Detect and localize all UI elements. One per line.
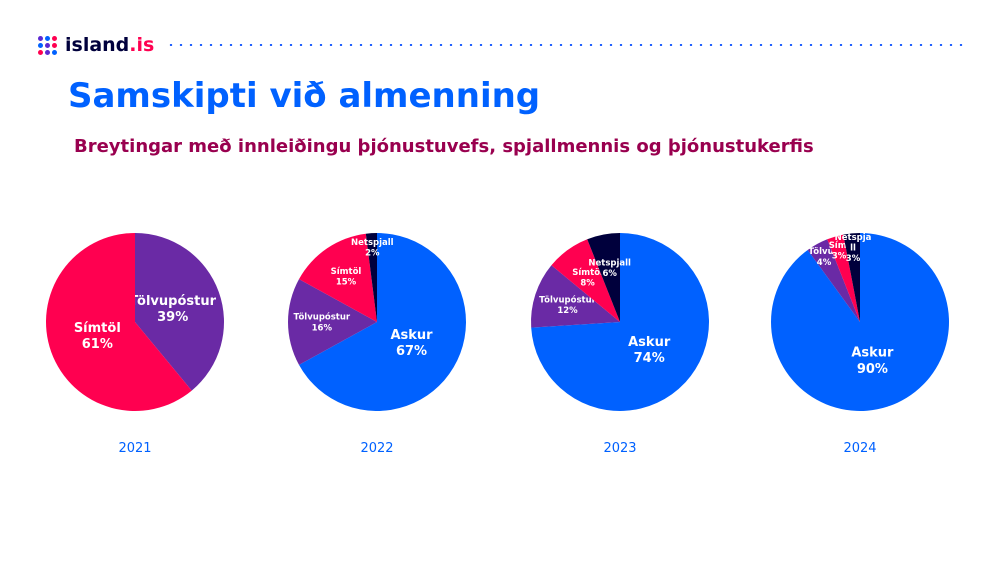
pie-slice-tolvupostur-2024 <box>807 239 860 322</box>
pie-slice-netspjall-2022 <box>365 233 377 322</box>
slice-label-netspjall-2024: ll <box>850 244 856 254</box>
slice-label-tolvupostur-2024: Tölvup <box>808 247 839 257</box>
pie-slice-netspjall-2024 <box>843 233 860 322</box>
slice-percent-askur-2022: 67% <box>396 344 427 359</box>
slice-percent-simtol-2021: 61% <box>82 337 113 352</box>
page-subtitle: Breytingar með innleiðingu þjónustuvefs,… <box>74 136 814 157</box>
slice-label-netspjall-2024: Netspja <box>835 233 872 243</box>
pie-slice-tolvupostur-2022 <box>287 279 377 365</box>
slice-percent-tolvupostur-2022: 16% <box>312 323 333 333</box>
pie-slice-askur-2022 <box>299 233 466 412</box>
slice-percent-tolvupostur-2023: 12% <box>557 306 578 316</box>
logo-dots-icon <box>38 35 57 55</box>
pie-slice-simtol-2022 <box>299 233 377 322</box>
slice-percent-tolvupostur-2021: 39% <box>157 310 188 325</box>
slice-label-simtol-2022: Símtöl <box>331 267 362 277</box>
pie-slice-simtol-2024 <box>827 234 860 322</box>
slice-label-askur-2022: Askur <box>390 328 433 343</box>
header-dotted-divider <box>166 44 966 46</box>
logo-suffix: .is <box>129 34 155 56</box>
slice-percent-netspjall-2023: 6% <box>602 269 617 279</box>
year-label-2024: 2024 <box>843 441 876 456</box>
pie-slice-simtol-2021 <box>46 233 192 411</box>
slice-percent-netspjall-2024: 3% <box>846 254 861 264</box>
slice-label-netspjall-2022: Netspjall <box>351 238 394 248</box>
slice-percent-simtol-2023: 8% <box>580 279 595 289</box>
year-label-2022: 2022 <box>360 441 393 456</box>
year-label-2021: 2021 <box>118 441 151 456</box>
slice-label-netspjall-2023: Netspjall <box>588 259 631 269</box>
pie-slice-netspjall-2023 <box>587 233 620 322</box>
slice-label-askur-2024: Askur <box>851 346 894 361</box>
slice-label-simtol-2024: Sími <box>829 241 850 251</box>
slice-label-askur-2023: Askur <box>628 335 671 350</box>
slice-percent-tolvupostur-2024: 4% <box>817 258 832 268</box>
logo-text: island <box>65 34 130 56</box>
pie-slice-tolvupostur-2023 <box>531 265 620 328</box>
year-label-2023: 2023 <box>603 441 636 456</box>
slice-label-tolvupostur-2023: Tölvupóstur <box>539 295 596 306</box>
slice-percent-simtol-2022: 15% <box>336 278 357 288</box>
pie-slice-askur-2023 <box>531 233 710 412</box>
pie-slice-askur-2024 <box>771 233 950 412</box>
pie-slice-simtol-2023 <box>551 239 620 322</box>
island-logo: island.is <box>38 34 154 56</box>
slice-label-simtol-2023: Símtöl <box>572 268 603 278</box>
pie-slice-tolvupostur-2021 <box>135 233 225 391</box>
slice-percent-simtol-2024: 3% <box>832 252 847 262</box>
slice-label-tolvupostur-2021: Tölvupóstur <box>129 294 216 309</box>
slice-percent-askur-2024: 90% <box>857 362 888 377</box>
slice-percent-askur-2023: 74% <box>634 351 665 366</box>
slice-label-simtol-2021: Símtöl <box>74 321 121 336</box>
page-title: Samskipti við almenning <box>68 76 541 116</box>
slice-percent-netspjall-2022: 2% <box>365 249 380 259</box>
slice-label-tolvupostur-2022: Tölvupóstur <box>293 312 350 323</box>
